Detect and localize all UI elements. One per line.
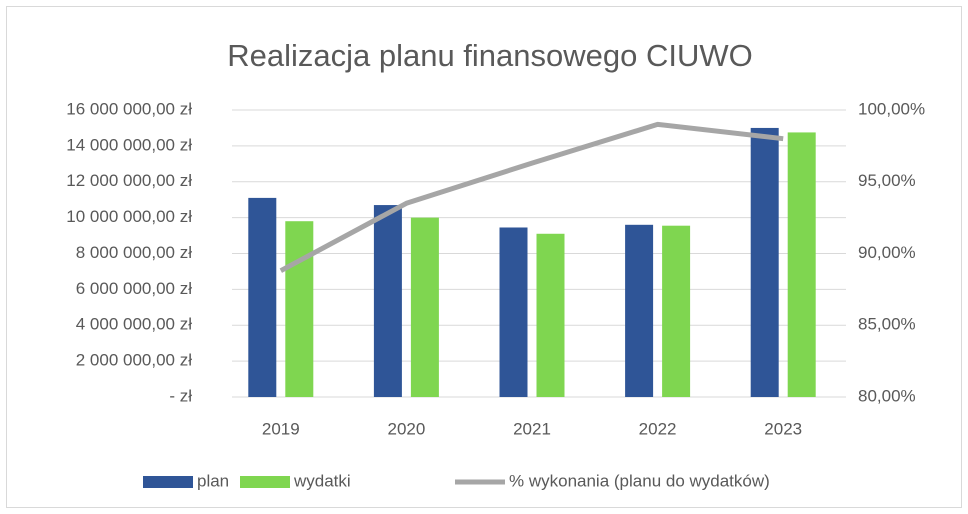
- x-tick-label: 2021: [513, 419, 551, 438]
- legend-label: % wykonania (planu do wydatków): [509, 471, 770, 490]
- line: [279, 121, 784, 273]
- legend-label: plan: [197, 471, 229, 490]
- x-tick-label: 2019: [262, 419, 300, 438]
- y-tick-label: 2 000 000,00 zł: [76, 351, 192, 370]
- legend-label: wydatki: [293, 471, 351, 490]
- x-tick-label: 2022: [639, 419, 677, 438]
- y-tick-label: 16 000 000,00 zł: [66, 99, 192, 118]
- bar: [536, 233, 565, 397]
- x-tick-label: 2020: [387, 419, 425, 438]
- bar: [410, 217, 439, 397]
- y2-tick-label: 80,00%: [858, 386, 916, 405]
- y2-tick-label: 100,00%: [858, 99, 925, 118]
- bar: [662, 225, 691, 397]
- bar: [373, 205, 402, 397]
- y-tick-label: 6 000 000,00 zł: [76, 279, 192, 298]
- y-tick-label: 10 000 000,00 zł: [66, 207, 192, 226]
- bar: [787, 132, 816, 397]
- chart-title: Realizacja planu finansowego CIUWO: [227, 38, 753, 73]
- y2-tick-label: 95,00%: [858, 171, 916, 190]
- legend-swatch: [143, 476, 193, 488]
- y-tick-label: 12 000 000,00 zł: [66, 171, 192, 190]
- y-tick-label: 14 000 000,00 zł: [66, 135, 192, 154]
- bar: [248, 197, 277, 397]
- x-tick-label: 2023: [764, 419, 802, 438]
- y-tick-label: 4 000 000,00 zł: [76, 315, 192, 334]
- y-tick-label: - zł: [169, 386, 192, 405]
- bar: [285, 221, 314, 397]
- y2-tick-label: 90,00%: [858, 243, 916, 262]
- bar: [625, 224, 654, 397]
- y2-tick-label: 85,00%: [858, 315, 916, 334]
- bar: [499, 227, 528, 397]
- bar: [750, 127, 779, 397]
- legend-swatch: [240, 476, 290, 488]
- y-tick-label: 8 000 000,00 zł: [76, 243, 192, 262]
